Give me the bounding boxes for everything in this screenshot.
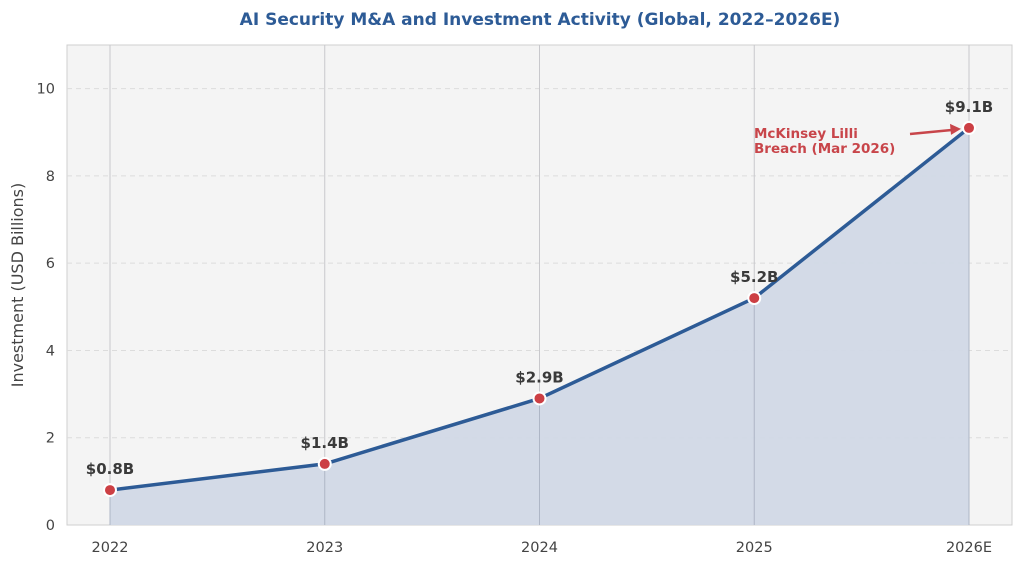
data-point [532,391,547,406]
data-point [747,291,762,306]
data-point [962,120,976,135]
x-tick-label: 2024 [521,540,558,556]
y-tick-label: 4 [46,343,55,359]
y-tick-label: 0 [46,518,55,534]
y-tick-label: 10 [37,82,55,98]
y-tick-label: 8 [46,169,55,185]
x-tick-label: 2025 [736,540,773,556]
chart-title: AI Security M&A and Investment Activity … [240,10,841,30]
annotation-text: Breach (Mar 2026) [754,141,895,157]
y-tick-label: 6 [46,256,55,272]
data-label: $5.2B [730,268,778,286]
data-label: $2.9B [515,368,563,386]
data-label: $1.4B [301,434,349,452]
annotation-arrowhead [950,123,961,135]
y-axis: 0 2 4 6 8 10 [37,82,55,534]
annotation-arrow [909,128,954,136]
series-layer: $0.8B $1.4B $2.9B $5.2B $9.1B [86,98,993,498]
data-label: $0.8B [86,460,134,478]
area-layer [109,127,970,525]
y-axis-label: Investment (USD Billions) [8,183,27,388]
data-point [317,456,332,471]
x-tick-label: 2022 [92,540,129,556]
annotation-text: McKinsey Lilli [754,126,858,142]
data-label: $9.1B [945,98,993,116]
x-tick-label: 2023 [306,540,343,556]
y-tick-label: 2 [46,431,55,447]
x-axis: 2022 2023 2024 2025 2026E [92,540,992,556]
x-tick-label: 2026E [946,540,992,556]
data-point [103,483,117,498]
